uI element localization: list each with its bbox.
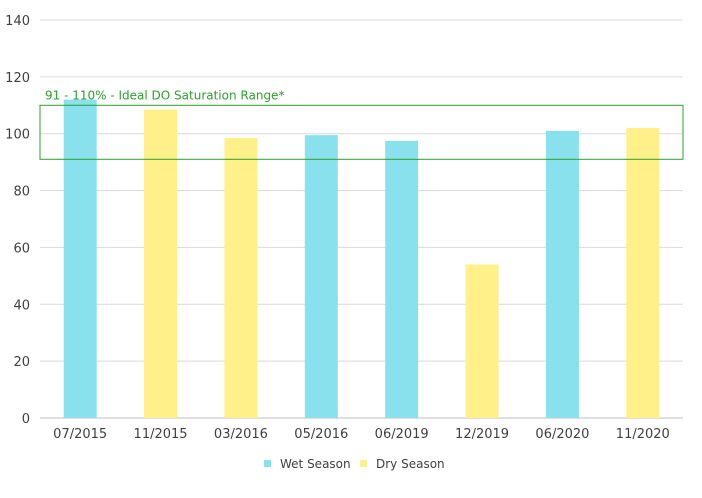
legend: Wet Season Dry Season: [264, 457, 445, 471]
legend-label: Dry Season: [376, 457, 445, 471]
x-tick-label: 11/2020: [616, 427, 670, 442]
y-tick-label: 0: [22, 412, 30, 427]
y-tick-label: 100: [5, 128, 30, 143]
y-tick-label: 40: [13, 298, 30, 313]
x-tick-label: 07/2015: [53, 427, 107, 442]
legend-swatch: [360, 460, 367, 467]
bars: [63, 99, 660, 419]
x-tick-label: 05/2016: [294, 427, 348, 442]
y-tick-label: 120: [5, 71, 30, 86]
y-tick-label: 20: [13, 355, 30, 370]
legend-label: Wet Season: [280, 457, 351, 471]
bar: [63, 99, 97, 418]
x-tick-label: 06/2019: [375, 427, 429, 442]
ideal-range-annotation: 91 - 110% - Ideal DO Saturation Range*: [39, 88, 684, 160]
x-tick-label: 06/2020: [535, 427, 589, 442]
ideal-range-label: 91 - 110% - Ideal DO Saturation Range*: [45, 88, 284, 102]
bar: [224, 137, 258, 418]
y-axis: 0 20 40 60 80 100 120 140: [5, 14, 30, 427]
legend-swatch: [264, 460, 271, 467]
x-tick-label: 03/2016: [214, 427, 268, 442]
bar: [626, 128, 660, 418]
y-tick-label: 80: [13, 185, 30, 200]
grid-layer: [40, 19, 683, 419]
y-tick-label: 140: [5, 14, 30, 29]
x-tick-label: 12/2019: [455, 427, 509, 442]
bar: [385, 140, 419, 419]
bar: [465, 264, 499, 418]
bar: [304, 135, 338, 418]
bar: [545, 130, 579, 418]
y-tick-label: 60: [13, 241, 30, 256]
x-axis-labels: 07/2015 11/2015 03/2016 05/2016 06/2019 12/20…: [53, 427, 670, 442]
bar: [144, 109, 178, 419]
ideal-range-box: [39, 104, 684, 160]
x-tick-label: 11/2015: [134, 427, 188, 442]
